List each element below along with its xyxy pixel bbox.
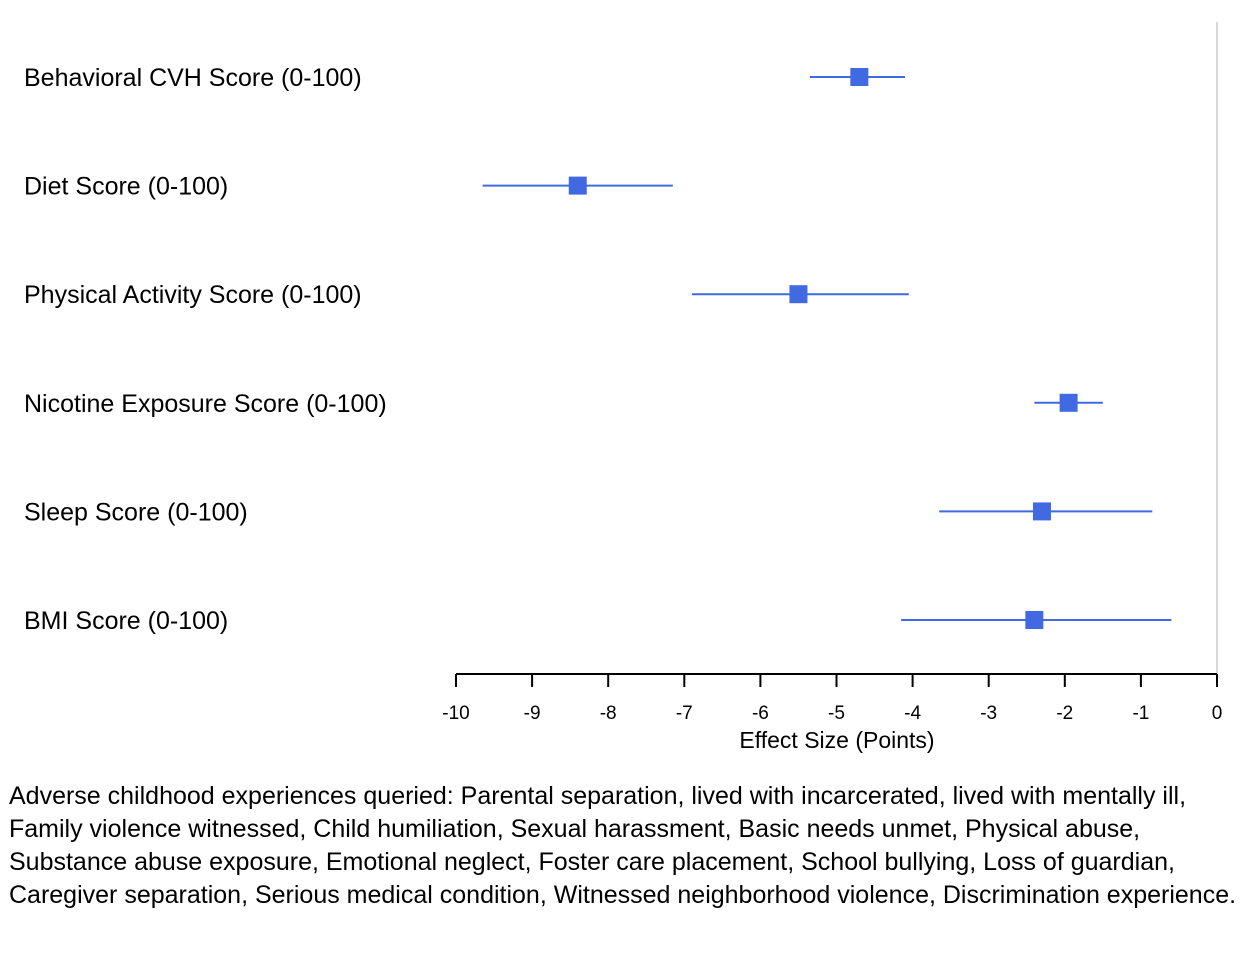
forest-plot: Behavioral CVH Score (0-100) Diet Score (… [24, 22, 1223, 753]
x-tick-label: -6 [752, 703, 769, 724]
point-estimate [789, 285, 808, 304]
row-label: Physical Activity Score (0-100) [24, 281, 362, 309]
point-estimate [1025, 611, 1044, 629]
point-estimate [568, 176, 587, 195]
row-label: Behavioral CVH Score (0-100) [24, 64, 362, 92]
x-tick-label: -4 [904, 703, 921, 724]
x-tick-label: -7 [676, 703, 693, 724]
footnote: Adverse childhood experiences queried: P… [9, 782, 1237, 909]
row-label: BMI Score (0-100) [24, 607, 228, 635]
x-tick-label: -1 [1132, 703, 1149, 724]
point-estimate [850, 68, 869, 86]
point-estimate [1032, 502, 1051, 521]
x-tick-label: -9 [524, 703, 541, 724]
x-tick-label: -2 [1056, 703, 1073, 724]
x-tick-label: -8 [600, 703, 617, 724]
row-label: Nicotine Exposure Score (0-100) [24, 390, 387, 418]
row-label: Diet Score (0-100) [24, 173, 228, 201]
x-tick-label: -3 [980, 703, 997, 724]
x-tick-label: -10 [442, 703, 469, 724]
x-tick-label: -5 [828, 703, 845, 724]
row-label: Sleep Score (0-100) [24, 498, 248, 526]
x-axis-title: Effect Size (Points) [739, 727, 934, 753]
x-tick-label: 0 [1212, 703, 1223, 724]
point-estimate [1059, 393, 1078, 412]
